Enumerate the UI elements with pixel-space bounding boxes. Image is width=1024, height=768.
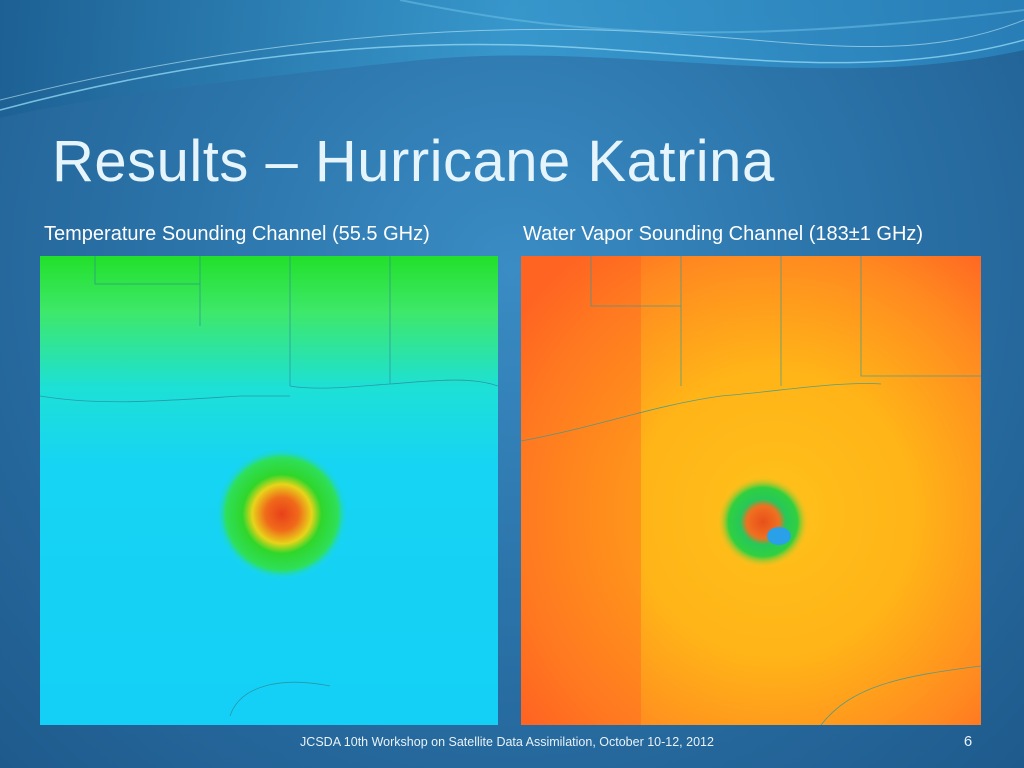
water-vapor-image [521,256,981,725]
slide-number: 6 [963,733,973,750]
panel-caption: Water Vapor Sounding Channel (183±1 GHz) [523,223,924,245]
footer: JCSDA 10th Workshop on Satellite Data As… [300,735,714,749]
header-wave [0,0,1024,118]
temperature-image [40,256,498,725]
slide-title: Results – Hurricane Katrina [52,129,775,194]
panel-caption: Temperature Sounding Channel (55.5 GHz) [44,223,430,245]
